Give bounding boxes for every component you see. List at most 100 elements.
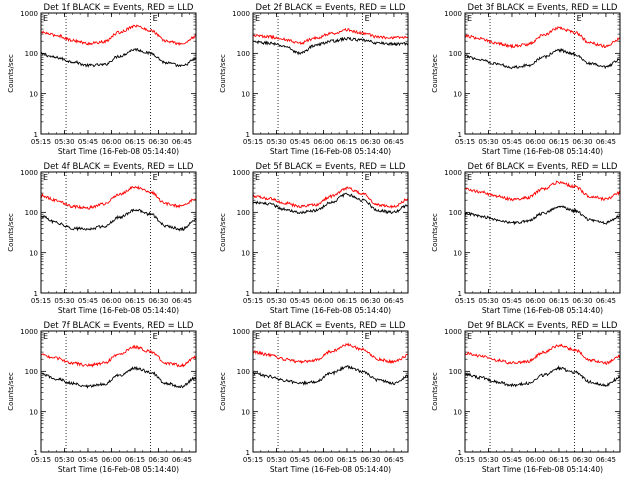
x-tick-label: 06:00	[101, 297, 121, 305]
x-tick-label: 05:45	[78, 297, 98, 305]
x-tick-label: 06:45	[172, 297, 192, 305]
events-series-line	[40, 365, 197, 389]
y-tick-label: 1000	[20, 169, 38, 177]
x-axis-label: Start Time (16-Feb-08 05:14:40)	[58, 306, 179, 315]
detector-panel: Det 8f BLACK = Events, RED = LLD Counts/s…	[219, 321, 409, 474]
x-tick-label: 06:15	[125, 138, 145, 146]
x-tick-label: 05:45	[78, 456, 98, 464]
y-tick-label: 10	[453, 90, 462, 98]
detector-panel: Det 2f BLACK = Events, RED = LLD Counts/s…	[219, 3, 409, 156]
events-series-line	[252, 192, 409, 215]
y-tick-label: 100	[449, 368, 462, 376]
e-flag-label: E	[153, 332, 158, 341]
chart-title: Det 5f BLACK = Events, RED = LLD	[256, 162, 406, 172]
chart-title: Det 8f BLACK = Events, RED = LLD	[256, 321, 406, 331]
x-tick-label: 05:30	[478, 456, 498, 464]
x-tick-label: 05:30	[266, 138, 286, 146]
x-tick-label: 06:30	[572, 297, 592, 305]
y-tick-label: 10	[453, 249, 462, 257]
plot-frame	[464, 330, 621, 453]
y-axis-label: Counts/sec	[219, 372, 227, 411]
x-tick-label: 06:45	[172, 456, 192, 464]
x-tick-label: 05:45	[502, 297, 522, 305]
x-axis-label: Start Time (16-Feb-08 05:14:40)	[482, 147, 603, 156]
e-flag-label: E	[577, 14, 582, 23]
y-tick-label: 10	[29, 249, 38, 257]
y-tick-label: 1	[458, 131, 462, 139]
x-tick-label: 05:30	[266, 456, 286, 464]
x-tick-label: 05:45	[290, 456, 310, 464]
x-tick-label: 06:00	[101, 138, 121, 146]
detector-panel: Det 6f BLACK = Events, RED = LLD Counts/s…	[431, 162, 621, 315]
x-tick-label: 05:15	[455, 138, 475, 146]
x-tick-label: 05:15	[243, 297, 263, 305]
chart-title: Det 9f BLACK = Events, RED = LLD	[468, 321, 618, 331]
detector-panel: Det 7f BLACK = Events, RED = LLD Counts/s…	[7, 321, 197, 474]
y-tick-label: 100	[449, 50, 462, 58]
e-flag-label: E	[365, 332, 370, 341]
x-tick-label: 06:15	[337, 297, 357, 305]
x-tick-label: 06:00	[525, 138, 545, 146]
x-tick-label: 05:45	[78, 138, 98, 146]
x-tick-label: 06:00	[313, 456, 333, 464]
y-axis-label: Counts/sec	[7, 54, 15, 93]
y-axis-label: Counts/sec	[431, 372, 439, 411]
y-axis-label: Counts/sec	[7, 213, 15, 252]
y-tick-label: 1000	[444, 10, 462, 18]
e-flag-label: E	[255, 173, 260, 182]
x-axis-label: Start Time (16-Feb-08 05:14:40)	[482, 465, 603, 474]
x-tick-label: 05:15	[31, 456, 51, 464]
e-flag-label: E	[43, 173, 48, 182]
x-tick-label: 06:15	[125, 297, 145, 305]
x-tick-label: 06:30	[360, 456, 380, 464]
plot-frame	[464, 171, 621, 294]
detector-panel: Det 9f BLACK = Events, RED = LLD Counts/s…	[431, 321, 621, 474]
y-tick-label: 1000	[232, 169, 250, 177]
x-tick-label: 05:15	[455, 456, 475, 464]
y-tick-label: 10	[241, 249, 250, 257]
e-flag-label: E	[467, 332, 472, 341]
y-tick-label: 1000	[444, 169, 462, 177]
x-tick-label: 06:15	[549, 138, 569, 146]
lld-series-line	[464, 343, 621, 366]
e-flag-label: E	[467, 14, 472, 23]
y-axis-label: Counts/sec	[7, 372, 15, 411]
x-tick-label: 06:15	[337, 138, 357, 146]
plot-frame	[40, 171, 197, 294]
y-tick-label: 1	[458, 290, 462, 298]
events-series-line	[40, 48, 197, 68]
x-tick-label: 06:45	[596, 297, 616, 305]
y-tick-label: 1	[34, 131, 38, 139]
y-axis-label: Counts/sec	[219, 213, 227, 252]
x-tick-label: 05:15	[455, 297, 475, 305]
y-axis-label: Counts/sec	[431, 54, 439, 93]
x-tick-label: 05:30	[54, 297, 74, 305]
x-tick-label: 05:30	[54, 138, 74, 146]
plot-frame	[464, 12, 621, 135]
x-tick-label: 06:30	[572, 456, 592, 464]
x-tick-label: 06:00	[313, 138, 333, 146]
chart-title: Det 4f BLACK = Events, RED = LLD	[44, 162, 194, 172]
x-tick-label: 05:15	[243, 138, 263, 146]
chart-title: Det 2f BLACK = Events, RED = LLD	[256, 3, 406, 13]
x-tick-label: 06:30	[572, 138, 592, 146]
x-tick-label: 06:00	[313, 297, 333, 305]
x-axis-label: Start Time (16-Feb-08 05:14:40)	[270, 465, 391, 474]
lld-series-line	[40, 185, 197, 210]
y-tick-label: 100	[237, 50, 250, 58]
x-tick-label: 06:00	[525, 297, 545, 305]
x-tick-label: 05:45	[502, 456, 522, 464]
x-tick-label: 06:30	[360, 138, 380, 146]
plot-frame	[252, 171, 409, 294]
y-axis-label: Counts/sec	[219, 54, 227, 93]
y-tick-label: 1000	[20, 328, 38, 336]
y-tick-label: 1	[246, 449, 250, 457]
x-tick-label: 05:45	[290, 297, 310, 305]
lld-series-line	[252, 27, 409, 46]
events-series-line	[464, 205, 621, 226]
x-tick-label: 06:15	[337, 456, 357, 464]
x-axis-label: Start Time (16-Feb-08 05:14:40)	[270, 306, 391, 315]
plot-frame	[40, 12, 197, 135]
events-series-line	[252, 36, 409, 56]
x-tick-label: 06:45	[172, 138, 192, 146]
